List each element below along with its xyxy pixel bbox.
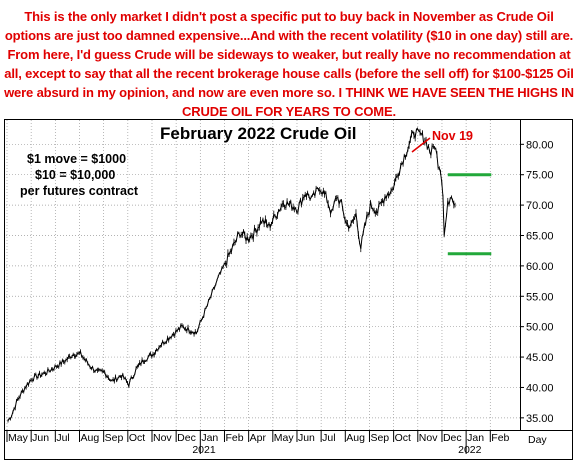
y-tick-label: 55.00: [526, 291, 554, 303]
x-month-label: Jan: [201, 432, 218, 444]
y-tick-label: 50.00: [526, 322, 554, 334]
x-month-label: Feb: [225, 432, 243, 444]
x-month-label: May: [274, 432, 295, 444]
x-month-label: May: [8, 432, 29, 444]
price-series: [7, 127, 456, 423]
x-month-label: Jan: [467, 432, 484, 444]
note-line-1: $1 move = $1000: [27, 152, 126, 166]
nov19-annotation: Nov 19: [432, 129, 473, 143]
level-lines: [447, 173, 492, 256]
x-axis-ticks: May Jun Jul Aug Sep Oct Nov Dec Jan Feb Apr May Jun J…: [6, 430, 547, 456]
y-tick-label: 75.00: [526, 170, 554, 182]
x-month-label: Sep: [370, 432, 389, 444]
x-year-label: 2021: [192, 444, 216, 456]
x-axis-label: Day: [528, 434, 547, 446]
x-month-label: Apr: [250, 432, 267, 444]
y-tick-label: 35.00: [526, 413, 554, 425]
x-month-label: Oct: [395, 432, 411, 444]
x-month-label: Jun: [32, 432, 49, 444]
x-month-label: Oct: [129, 432, 145, 444]
x-month-label: Dec: [177, 432, 196, 444]
y-tick-label: 40.00: [526, 382, 554, 394]
x-month-label: Nov: [153, 432, 172, 444]
x-month-label: Dec: [443, 432, 462, 444]
y-tick-label: 80.00: [526, 139, 554, 151]
x-month-label: Aug: [346, 432, 365, 444]
x-month-label: Nov: [419, 432, 438, 444]
y-tick-label: 60.00: [526, 261, 554, 273]
x-month-label: Sep: [105, 432, 124, 444]
y-tick-label: 45.00: [526, 352, 554, 364]
x-month-label: Aug: [80, 432, 99, 444]
x-month-label: Jun: [298, 432, 315, 444]
y-tick-label: 65.00: [526, 230, 554, 242]
note-line-3: per futures contract: [20, 184, 139, 198]
x-month-label: Jul: [56, 432, 69, 444]
commentary-text: This is the only market I didn't post a …: [4, 9, 574, 119]
y-tick-label: 70.00: [526, 200, 554, 212]
gridlines: [6, 120, 520, 430]
x-month-label: Jul: [322, 432, 335, 444]
x-month-label: Feb: [491, 432, 509, 444]
chart-title: February 2022 Crude Oil: [160, 124, 357, 143]
y-axis-ticks: 35.00 40.00 45.00 50.00 55.00 60.00 65.00 70.00…: [520, 139, 554, 425]
note-line-2: $10 = $10,000: [35, 168, 115, 182]
nov19-arrow: [411, 137, 431, 153]
x-year-label: 2022: [458, 444, 482, 456]
